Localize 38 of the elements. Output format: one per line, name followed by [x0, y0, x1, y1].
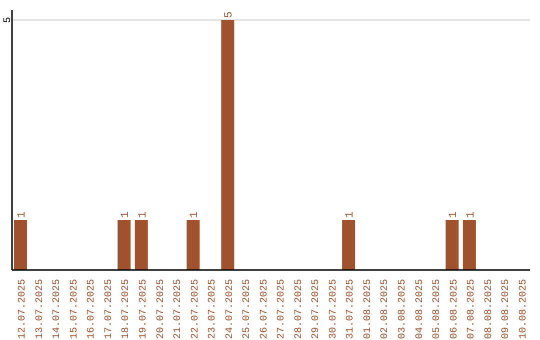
x-tick-label: 07.08.2025: [466, 279, 478, 340]
x-tick-label: 22.07.2025: [190, 279, 202, 340]
data-label: 1: [189, 211, 202, 218]
x-tick-label: 21.07.2025: [173, 279, 184, 340]
x-tick-label: 09.08.2025: [501, 279, 512, 340]
x-tick-label: 03.08.2025: [398, 279, 408, 340]
data-label: 1: [344, 211, 357, 218]
data-label: 1: [16, 211, 28, 218]
x-tick-label: 26.07.2025: [259, 279, 270, 340]
x-tick-label: 24.07.2025: [224, 279, 236, 340]
x-tick-label: 18.07.2025: [121, 279, 132, 340]
x-tick-label: 01.08.2025: [362, 279, 374, 340]
x-tick-label: 13.07.2025: [34, 279, 46, 340]
x-tick-label: 16.07.2025: [86, 279, 98, 340]
data-label: 1: [448, 211, 460, 218]
x-tick-label: 31.07.2025: [346, 279, 357, 340]
x-tick-label: 15.07.2025: [69, 279, 80, 340]
x-tick-label: 25.07.2025: [242, 279, 254, 340]
x-tick-label: 02.08.2025: [380, 279, 392, 340]
x-tick-label: 20.07.2025: [156, 279, 167, 340]
x-tick-label: 12.07.2025: [18, 279, 29, 340]
data-label: 5: [224, 11, 236, 18]
x-tick-label: 08.08.2025: [484, 279, 495, 340]
x-tick-label: 05.08.2025: [432, 279, 444, 340]
data-label: 1: [120, 211, 132, 218]
data-label: 1: [465, 211, 478, 218]
x-tick-label: 27.07.2025: [276, 279, 288, 340]
x-tick-label: 28.07.2025: [294, 279, 305, 340]
x-tick-label: 06.08.2025: [449, 279, 460, 340]
data-label: 1: [137, 211, 150, 218]
x-tick-label: 04.08.2025: [414, 279, 426, 340]
x-tick-label: 29.07.2025: [311, 279, 322, 340]
x-tick-label: 14.07.2025: [52, 279, 64, 340]
x-tick-label: 30.07.2025: [328, 279, 340, 340]
x-tick-label: 17.07.2025: [104, 279, 115, 340]
x-tick-label: 23.07.2025: [208, 279, 219, 340]
x-tick-label: 10.08.2025: [518, 279, 530, 340]
x-tick-label: 19.07.2025: [138, 279, 150, 340]
